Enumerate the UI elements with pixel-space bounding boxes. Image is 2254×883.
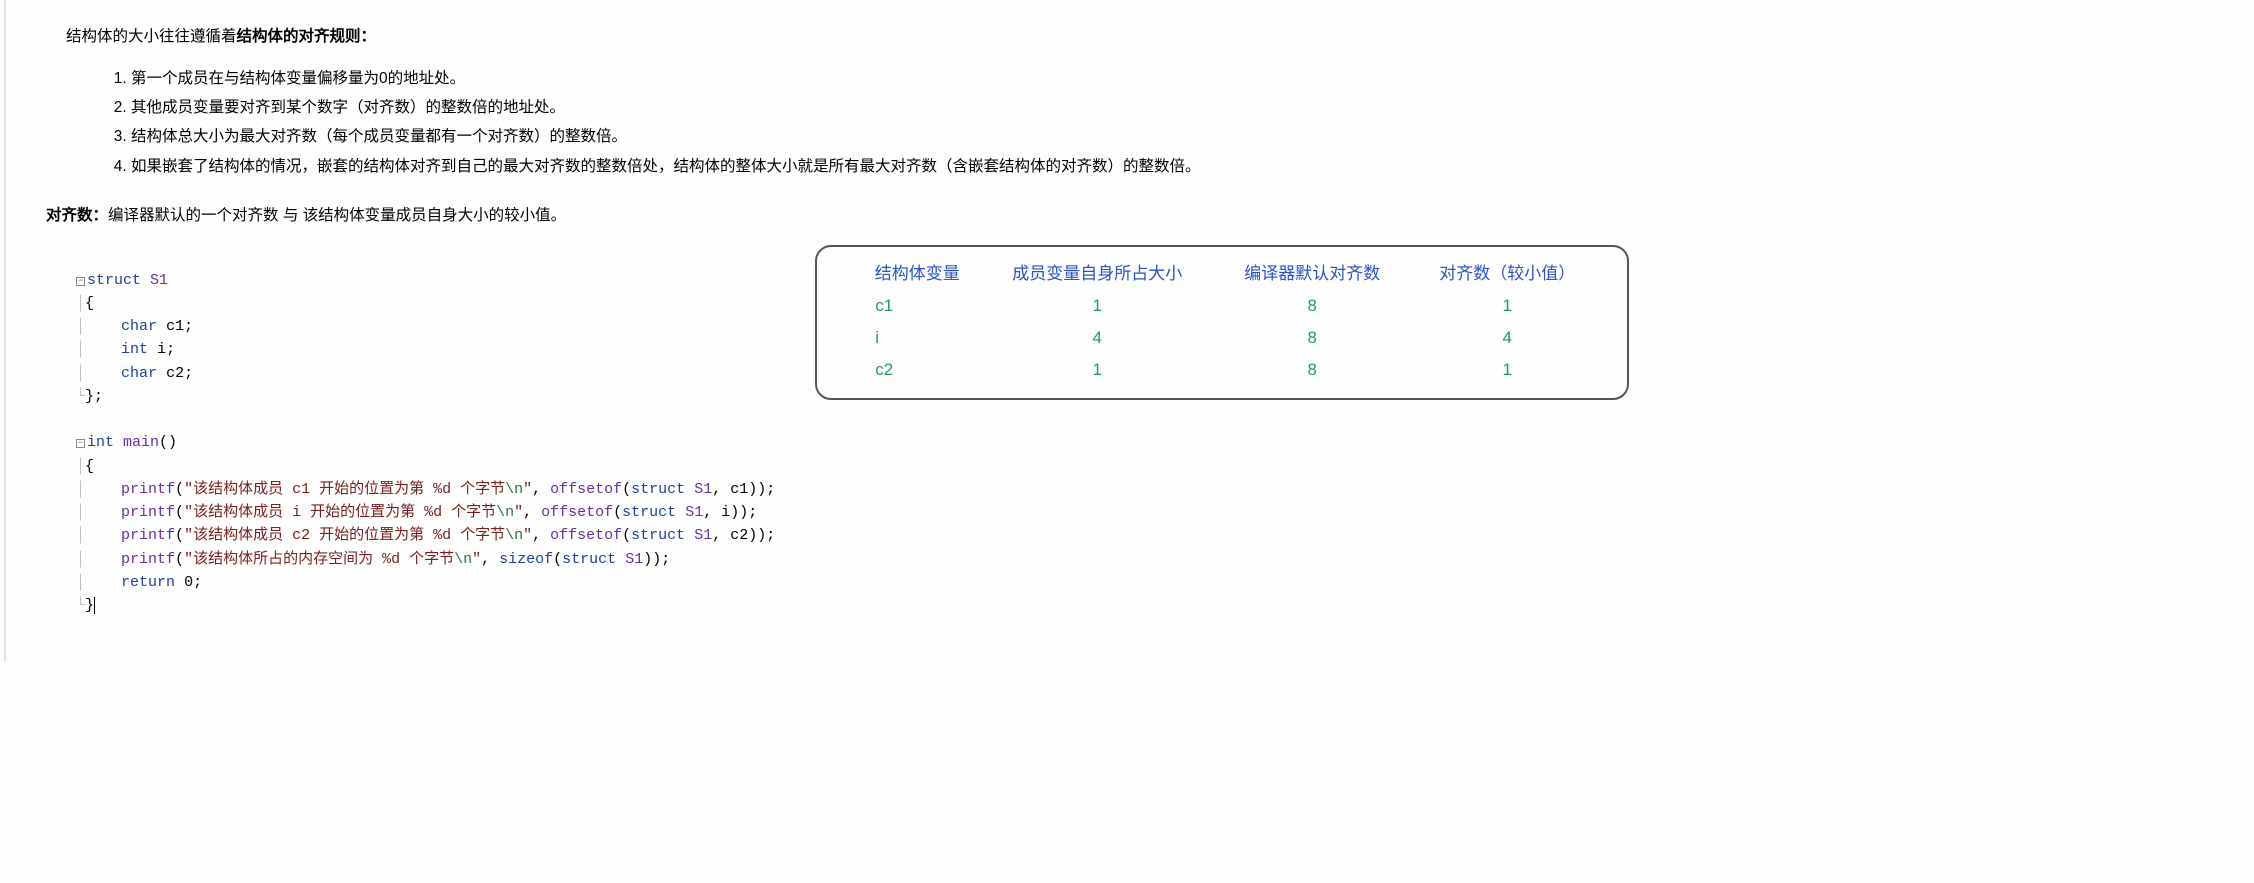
code-block: −struct S1 │{ │ char c1; │ int i; │ char…	[46, 245, 775, 640]
type-name: S1	[694, 481, 712, 498]
keyword-int: int	[87, 434, 114, 451]
table-header: 编译器默认对齐数	[1207, 259, 1417, 284]
string-close: "	[523, 481, 532, 498]
definition-text: 编译器默认的一个对齐数 与 该结构体变量成员自身大小的较小值。	[108, 207, 566, 224]
string-close: "	[514, 504, 523, 521]
keyword-type: int	[121, 341, 148, 358]
intro-prefix: 结构体的大小往往遵循着	[66, 28, 237, 45]
keyword-struct: struct	[631, 527, 685, 544]
func-offsetof: offsetof	[550, 481, 622, 498]
rule-item: 第一个成员在与结构体变量偏移量为0的地址处。	[131, 64, 2214, 93]
keyword-type: char	[121, 318, 157, 335]
intro-paragraph: 结构体的大小往往遵循着结构体的对齐规则：	[46, 24, 2214, 46]
escape-seq: \n	[505, 527, 523, 544]
func-offsetof: offsetof	[541, 504, 613, 521]
arg: c2	[730, 527, 748, 544]
string-literal: "该结构体成员 i 开始的位置为第 %d 个字节	[184, 504, 496, 521]
table-cell: 8	[1207, 328, 1417, 348]
definition-label: 对齐数：	[46, 207, 108, 224]
type-name: S1	[625, 551, 643, 568]
string-literal: "该结构体成员 c2 开始的位置为第 %d 个字节	[184, 527, 505, 544]
arg: c1	[730, 481, 748, 498]
document-body: 结构体的大小往往遵循着结构体的对齐规则： 第一个成员在与结构体变量偏移量为0的地…	[4, 0, 2254, 661]
keyword-type: char	[121, 365, 157, 382]
rule-item: 其他成员变量要对齐到某个数字（对齐数）的整数倍的地址处。	[131, 93, 2214, 122]
intro-bold: 结构体的对齐规则：	[237, 28, 377, 45]
func-offsetof: offsetof	[550, 527, 622, 544]
escape-seq: \n	[454, 551, 472, 568]
keyword-struct: struct	[622, 504, 676, 521]
function-name: main	[123, 434, 159, 451]
rules-list: 第一个成员在与结构体变量偏移量为0的地址处。 其他成员变量要对齐到某个数字（对齐…	[46, 64, 2214, 182]
escape-seq: \n	[505, 481, 523, 498]
fold-toggle-icon[interactable]: −	[76, 277, 85, 286]
fold-toggle-icon[interactable]: −	[76, 439, 85, 448]
table-cell: 8	[1207, 360, 1417, 380]
rule-item: 如果嵌套了结构体的情况，嵌套的结构体对齐到自己的最大对齐数的整数倍处，结构体的整…	[131, 152, 2214, 181]
table-cell: 1	[987, 360, 1207, 380]
string-literal: "该结构体成员 c1 开始的位置为第 %d 个字节	[184, 481, 505, 498]
type-name: S1	[685, 504, 703, 521]
table-cell: c1	[847, 296, 987, 316]
keyword-sizeof: sizeof	[499, 551, 553, 568]
table-header: 成员变量自身所占大小	[987, 259, 1207, 284]
table-cell: 1	[1417, 296, 1597, 316]
func-printf: printf	[121, 481, 175, 498]
table-cell: 1	[1417, 360, 1597, 380]
keyword-return: return	[121, 574, 175, 591]
string-close: "	[523, 527, 532, 544]
table-cell: 4	[987, 328, 1207, 348]
member-name: c1	[166, 318, 184, 335]
func-printf: printf	[121, 527, 175, 544]
string-close: "	[472, 551, 481, 568]
func-printf: printf	[121, 551, 175, 568]
table-cell: 8	[1207, 296, 1417, 316]
text-cursor	[94, 597, 95, 614]
func-printf: printf	[121, 504, 175, 521]
arg: i	[721, 504, 730, 521]
keyword-struct: struct	[631, 481, 685, 498]
table-cell: i	[847, 328, 987, 348]
definition-line: 对齐数：编译器默认的一个对齐数 与 该结构体变量成员自身大小的较小值。	[46, 203, 2214, 225]
keyword-struct: struct	[87, 272, 141, 289]
member-name: i	[157, 341, 166, 358]
string-literal: "该结构体所占的内存空间为 %d 个字节	[184, 551, 454, 568]
table-cell: 1	[987, 296, 1207, 316]
table-header: 对齐数（较小值）	[1417, 259, 1597, 284]
rule-item: 结构体总大小为最大对齐数（每个成员变量都有一个对齐数）的整数倍。	[131, 122, 2214, 151]
table-cell: 4	[1417, 328, 1597, 348]
escape-seq: \n	[496, 504, 514, 521]
table-header: 结构体变量	[847, 259, 987, 284]
return-value: 0	[184, 574, 193, 591]
keyword-struct: struct	[562, 551, 616, 568]
table-cell: c2	[847, 360, 987, 380]
type-name: S1	[150, 272, 168, 289]
type-name: S1	[694, 527, 712, 544]
member-name: c2	[166, 365, 184, 382]
alignment-table: 结构体变量 成员变量自身所占大小 编译器默认对齐数 对齐数（较小值） c1 1 …	[815, 245, 1629, 400]
